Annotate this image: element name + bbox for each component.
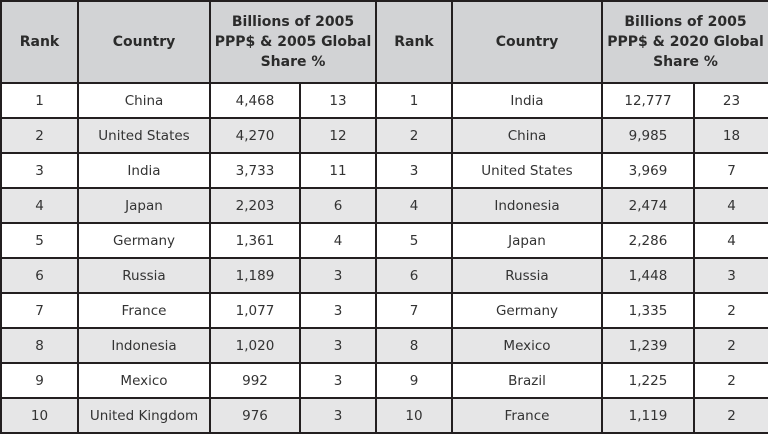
country-2005: United States [77, 117, 211, 154]
rank-2020: 8 [375, 327, 453, 364]
header-rank-2020: Rank [375, 0, 453, 84]
share-2020: 2 [693, 292, 768, 329]
share-2005: 3 [299, 327, 377, 364]
table-row: 9 Mexico 992 3 9 Brazil 1,225 2 [0, 362, 768, 399]
country-2020: France [451, 397, 603, 434]
share-2005: 3 [299, 257, 377, 294]
share-2020: 7 [693, 152, 768, 189]
table-row: 6 Russia 1,189 3 6 Russia 1,448 3 [0, 257, 768, 294]
value-2020: 1,119 [601, 397, 695, 434]
value-2005: 1,020 [209, 327, 301, 364]
value-2020: 2,474 [601, 187, 695, 224]
country-2005: Mexico [77, 362, 211, 399]
rank-2005: 10 [0, 397, 79, 434]
value-2020: 1,225 [601, 362, 695, 399]
country-2005: United Kingdom [77, 397, 211, 434]
share-2005: 11 [299, 152, 377, 189]
country-2020: Mexico [451, 327, 603, 364]
rank-2005: 1 [0, 82, 79, 119]
value-2005: 4,468 [209, 82, 301, 119]
share-2020: 2 [693, 362, 768, 399]
country-2020: United States [451, 152, 603, 189]
share-2020: 2 [693, 327, 768, 364]
country-2005: Germany [77, 222, 211, 259]
value-2020: 9,985 [601, 117, 695, 154]
header-country-2005: Country [77, 0, 211, 84]
value-2005: 976 [209, 397, 301, 434]
rank-2005: 8 [0, 327, 79, 364]
country-2005: China [77, 82, 211, 119]
share-2020: 2 [693, 397, 768, 434]
share-2020: 23 [693, 82, 768, 119]
value-2005: 1,077 [209, 292, 301, 329]
rank-2020: 6 [375, 257, 453, 294]
rank-2005: 6 [0, 257, 79, 294]
rank-2020: 7 [375, 292, 453, 329]
table-row: 5 Germany 1,361 4 5 Japan 2,286 4 [0, 222, 768, 259]
table-row: 8 Indonesia 1,020 3 8 Mexico 1,239 2 [0, 327, 768, 364]
share-2005: 4 [299, 222, 377, 259]
rank-2020: 10 [375, 397, 453, 434]
share-2005: 3 [299, 292, 377, 329]
header-rank-2005: Rank [0, 0, 79, 84]
country-2005: Japan [77, 187, 211, 224]
header-country-2020: Country [451, 0, 603, 84]
country-2020: Indonesia [451, 187, 603, 224]
table-row: 7 France 1,077 3 7 Germany 1,335 2 [0, 292, 768, 329]
header-row: Rank Country Billions of 2005 PPP$ & 200… [0, 0, 768, 84]
value-2005: 1,361 [209, 222, 301, 259]
country-2020: China [451, 117, 603, 154]
rank-2020: 9 [375, 362, 453, 399]
country-2005: India [77, 152, 211, 189]
value-2020: 3,969 [601, 152, 695, 189]
header-value-2020: Billions of 2005 PPP$ & 2020 Global Shar… [601, 0, 768, 84]
rank-2005: 7 [0, 292, 79, 329]
share-2020: 18 [693, 117, 768, 154]
rank-2005: 2 [0, 117, 79, 154]
share-2005: 12 [299, 117, 377, 154]
value-2005: 1,189 [209, 257, 301, 294]
value-2005: 3,733 [209, 152, 301, 189]
header-value-2005: Billions of 2005 PPP$ & 2005 Global Shar… [209, 0, 377, 84]
table-row: 3 India 3,733 11 3 United States 3,969 7 [0, 152, 768, 189]
rank-2005: 9 [0, 362, 79, 399]
country-2005: France [77, 292, 211, 329]
table-row: 1 China 4,468 13 1 India 12,777 23 [0, 82, 768, 119]
value-2005: 2,203 [209, 187, 301, 224]
country-2020: India [451, 82, 603, 119]
rank-2020: 2 [375, 117, 453, 154]
share-2005: 13 [299, 82, 377, 119]
country-2005: Russia [77, 257, 211, 294]
rank-2005: 5 [0, 222, 79, 259]
rank-2020: 3 [375, 152, 453, 189]
rank-2020: 1 [375, 82, 453, 119]
value-2020: 1,448 [601, 257, 695, 294]
share-2005: 3 [299, 362, 377, 399]
value-2005: 4,270 [209, 117, 301, 154]
share-2020: 3 [693, 257, 768, 294]
share-2005: 6 [299, 187, 377, 224]
value-2005: 992 [209, 362, 301, 399]
country-2020: Japan [451, 222, 603, 259]
rank-2020: 4 [375, 187, 453, 224]
value-2020: 2,286 [601, 222, 695, 259]
share-2020: 4 [693, 187, 768, 224]
value-2020: 1,239 [601, 327, 695, 364]
country-2020: Germany [451, 292, 603, 329]
rank-2005: 3 [0, 152, 79, 189]
table-row: 10 United Kingdom 976 3 10 France 1,119 … [0, 397, 768, 434]
share-2020: 4 [693, 222, 768, 259]
country-2005: Indonesia [77, 327, 211, 364]
rank-2020: 5 [375, 222, 453, 259]
country-2020: Russia [451, 257, 603, 294]
value-2020: 1,335 [601, 292, 695, 329]
value-2020: 12,777 [601, 82, 695, 119]
table-row: 4 Japan 2,203 6 4 Indonesia 2,474 4 [0, 187, 768, 224]
rank-2005: 4 [0, 187, 79, 224]
share-2005: 3 [299, 397, 377, 434]
country-2020: Brazil [451, 362, 603, 399]
table-row: 2 United States 4,270 12 2 China 9,985 1… [0, 117, 768, 154]
